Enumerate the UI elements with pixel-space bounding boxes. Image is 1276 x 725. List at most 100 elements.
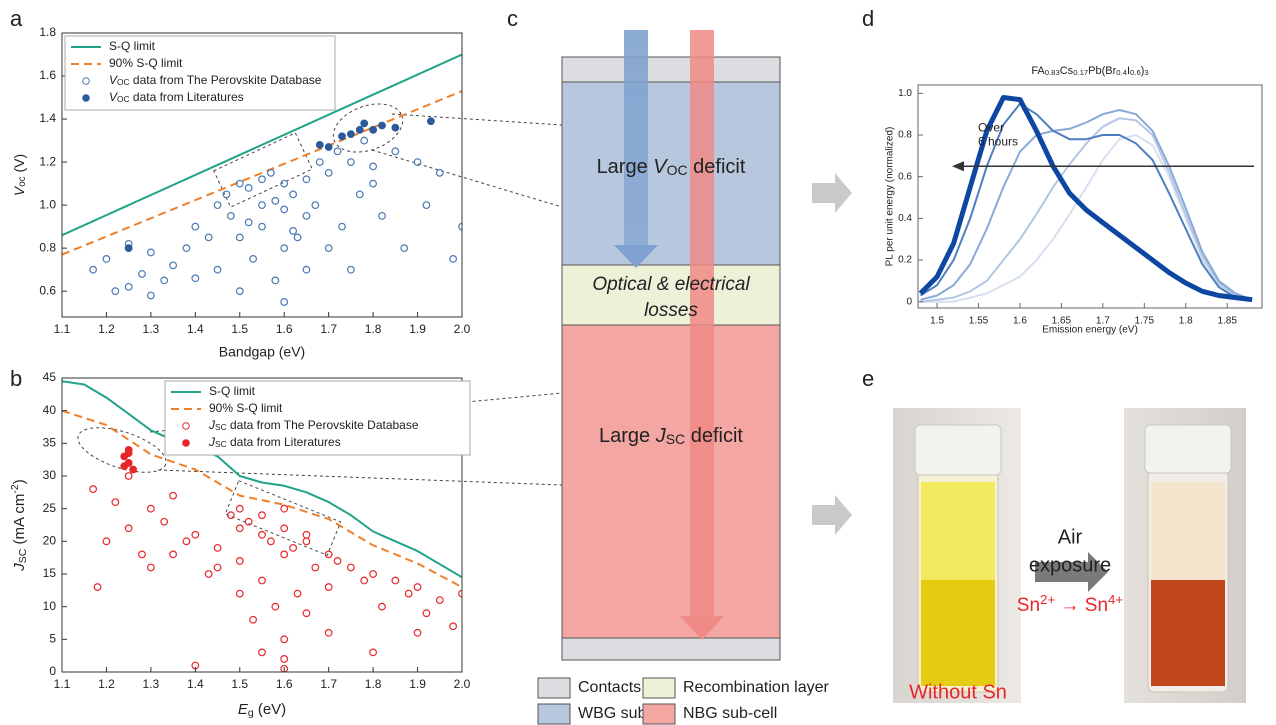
text-span: V bbox=[11, 185, 27, 196]
scatter-point bbox=[293, 233, 302, 242]
scatter-point bbox=[89, 265, 98, 274]
arrow-label: Air bbox=[1058, 526, 1083, 548]
x-tick-label: 1.85 bbox=[1217, 316, 1237, 327]
scatter-point bbox=[338, 222, 346, 231]
scatter-point bbox=[449, 622, 458, 631]
scatter-point bbox=[360, 576, 369, 585]
scatter-point bbox=[302, 175, 311, 184]
text-span: data from The Perovskite Database bbox=[130, 73, 322, 87]
y-tick-label: 0.4 bbox=[898, 213, 912, 224]
y-tick-label: 1.0 bbox=[39, 197, 56, 211]
blue-arrow bbox=[624, 30, 648, 245]
scatter-point bbox=[120, 462, 129, 471]
chart: 1.5 1.55 1.6 1.65 1.7 1.75 1.8 1.8500.20.40.60.… bbox=[885, 65, 1263, 336]
text-span: (V) bbox=[11, 154, 27, 177]
scatter-point bbox=[333, 557, 342, 565]
scatter-point bbox=[89, 485, 98, 493]
scatter-point bbox=[213, 543, 222, 552]
scatter-point bbox=[311, 563, 320, 572]
text-span: 0.17 bbox=[1073, 68, 1088, 77]
legend-box bbox=[164, 380, 471, 456]
x-tick-label: 1.1 bbox=[54, 677, 71, 691]
x-tick-label: 1.7 bbox=[320, 677, 337, 691]
x-tick-label: 1.3 bbox=[143, 322, 160, 336]
flow-arrow bbox=[812, 173, 852, 213]
photo-right bbox=[1124, 408, 1246, 703]
scatter-point bbox=[258, 511, 266, 520]
wbg-label: Large VOC deficit bbox=[597, 156, 746, 178]
text-span: deficit bbox=[688, 156, 746, 178]
y-tick-label: 30 bbox=[43, 468, 57, 482]
text-span: → Sn bbox=[1055, 595, 1108, 616]
scatter-point bbox=[244, 517, 253, 526]
text-span: ) bbox=[11, 479, 28, 484]
nbg-subcell bbox=[561, 324, 781, 639]
x-tick-label: 1.65 bbox=[1052, 316, 1072, 327]
vial-liquid bbox=[1151, 482, 1225, 580]
y-tick-label: 25 bbox=[43, 501, 57, 515]
legend-label: 90% S-Q limit bbox=[209, 401, 283, 415]
text-span: I bbox=[1127, 65, 1130, 77]
plot-frame bbox=[61, 32, 463, 318]
text-span: deficit bbox=[685, 425, 743, 447]
x-tick-label: 1.4 bbox=[187, 677, 204, 691]
x-tick-label: 1.5 bbox=[231, 677, 248, 691]
text-span: Pb(Br bbox=[1088, 65, 1116, 77]
scatter-point bbox=[258, 648, 266, 657]
text-span: Sn bbox=[1017, 595, 1040, 616]
scatter-point bbox=[204, 233, 213, 242]
legend-label: Contacts bbox=[578, 679, 641, 696]
vial-liquid bbox=[921, 580, 995, 686]
text-span: SC bbox=[215, 422, 227, 432]
scatter-point bbox=[391, 576, 400, 585]
scatter-point bbox=[449, 255, 458, 263]
plot-frame bbox=[917, 84, 1263, 309]
text-span: SC bbox=[215, 439, 227, 449]
scatter-point bbox=[235, 524, 244, 533]
scatter-point bbox=[346, 563, 355, 572]
scatter-point bbox=[346, 158, 355, 166]
scatter-point bbox=[315, 158, 324, 166]
text-span: ) bbox=[1141, 65, 1145, 77]
scatter-point bbox=[111, 287, 120, 296]
scatter-point bbox=[102, 537, 111, 546]
chart: 1.1 1.2 1.3 1.4 1.5 1.6 1.7 1.8 1.9 2.0 0.6 0.8 1.0 1… bbox=[11, 25, 471, 360]
scatter-point bbox=[435, 596, 444, 605]
scatter-point bbox=[280, 179, 289, 188]
scatter-point bbox=[302, 265, 311, 274]
scatter-point bbox=[280, 635, 289, 644]
legend-marker bbox=[82, 94, 90, 102]
flow-arrow bbox=[812, 495, 852, 535]
scatter-point bbox=[138, 550, 146, 559]
text-span: V bbox=[109, 73, 118, 87]
y-tick-label: 45 bbox=[43, 370, 57, 384]
annotation-arrow-head bbox=[952, 161, 964, 172]
y-tick-label: 1.8 bbox=[39, 25, 56, 39]
series-line bbox=[920, 117, 1253, 303]
scatter-point bbox=[360, 119, 369, 128]
text-span: OC bbox=[667, 162, 688, 178]
recombination-layer bbox=[561, 264, 781, 326]
legend-label: VOC data from The Perovskite Database bbox=[109, 73, 322, 87]
scatter-point bbox=[226, 511, 235, 520]
legend-box bbox=[64, 35, 336, 111]
text-span: J bbox=[11, 563, 28, 572]
x-tick-label: 1.5 bbox=[930, 316, 944, 327]
scatter-point bbox=[422, 609, 431, 618]
scatter-point bbox=[235, 557, 244, 565]
scatter-point bbox=[266, 537, 275, 546]
x-axis-label: Bandgap (eV) bbox=[219, 344, 305, 360]
x-tick-label: 1.3 bbox=[143, 677, 160, 691]
text-span: 0.6 bbox=[1130, 68, 1141, 77]
x-tick-label: 2.0 bbox=[454, 677, 471, 691]
nbg-label: Large JSC deficit bbox=[599, 425, 743, 447]
legend-label: JSC data from The Perovskite Database bbox=[208, 418, 419, 432]
x-tick-label: 1.55 bbox=[969, 316, 989, 327]
scatter-point bbox=[191, 274, 200, 283]
panel-label: a bbox=[10, 6, 23, 31]
scatter-point bbox=[169, 491, 178, 500]
highlight-ellipse bbox=[77, 427, 167, 473]
